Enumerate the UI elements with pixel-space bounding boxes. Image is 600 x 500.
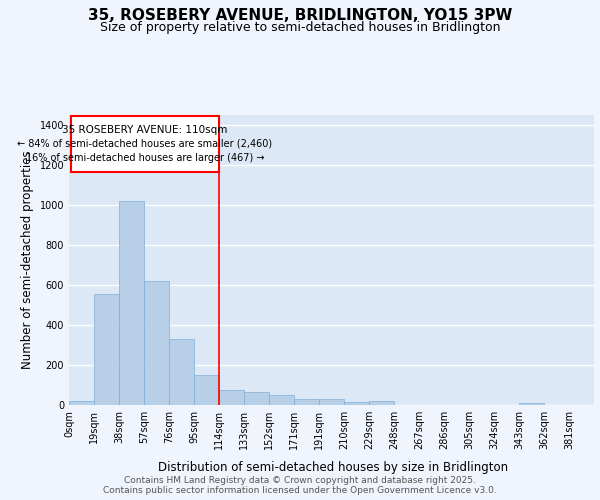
- Bar: [269, 395, 294, 405]
- Bar: [71, 116, 219, 172]
- Bar: [94, 294, 119, 405]
- Bar: [194, 375, 219, 405]
- Text: Contains HM Land Registry data © Crown copyright and database right 2025.
Contai: Contains HM Land Registry data © Crown c…: [103, 476, 497, 495]
- Text: 16% of semi-detached houses are larger (467) →: 16% of semi-detached houses are larger (…: [26, 153, 264, 163]
- Bar: [144, 281, 169, 405]
- Bar: [294, 399, 319, 405]
- Bar: [519, 403, 544, 405]
- Bar: [369, 401, 394, 405]
- Text: Distribution of semi-detached houses by size in Bridlington: Distribution of semi-detached houses by …: [158, 461, 508, 474]
- Bar: [219, 390, 244, 405]
- Bar: [244, 392, 269, 405]
- Text: Size of property relative to semi-detached houses in Bridlington: Size of property relative to semi-detach…: [100, 21, 500, 34]
- Text: 35 ROSEBERY AVENUE: 110sqm: 35 ROSEBERY AVENUE: 110sqm: [62, 125, 227, 135]
- Bar: [169, 339, 194, 405]
- Bar: [119, 201, 144, 405]
- Bar: [319, 399, 344, 405]
- Text: ← 84% of semi-detached houses are smaller (2,460): ← 84% of semi-detached houses are smalle…: [17, 139, 272, 149]
- Bar: [69, 401, 94, 405]
- Text: 35, ROSEBERY AVENUE, BRIDLINGTON, YO15 3PW: 35, ROSEBERY AVENUE, BRIDLINGTON, YO15 3…: [88, 8, 512, 22]
- Y-axis label: Number of semi-detached properties: Number of semi-detached properties: [21, 150, 34, 370]
- Bar: [344, 402, 369, 405]
